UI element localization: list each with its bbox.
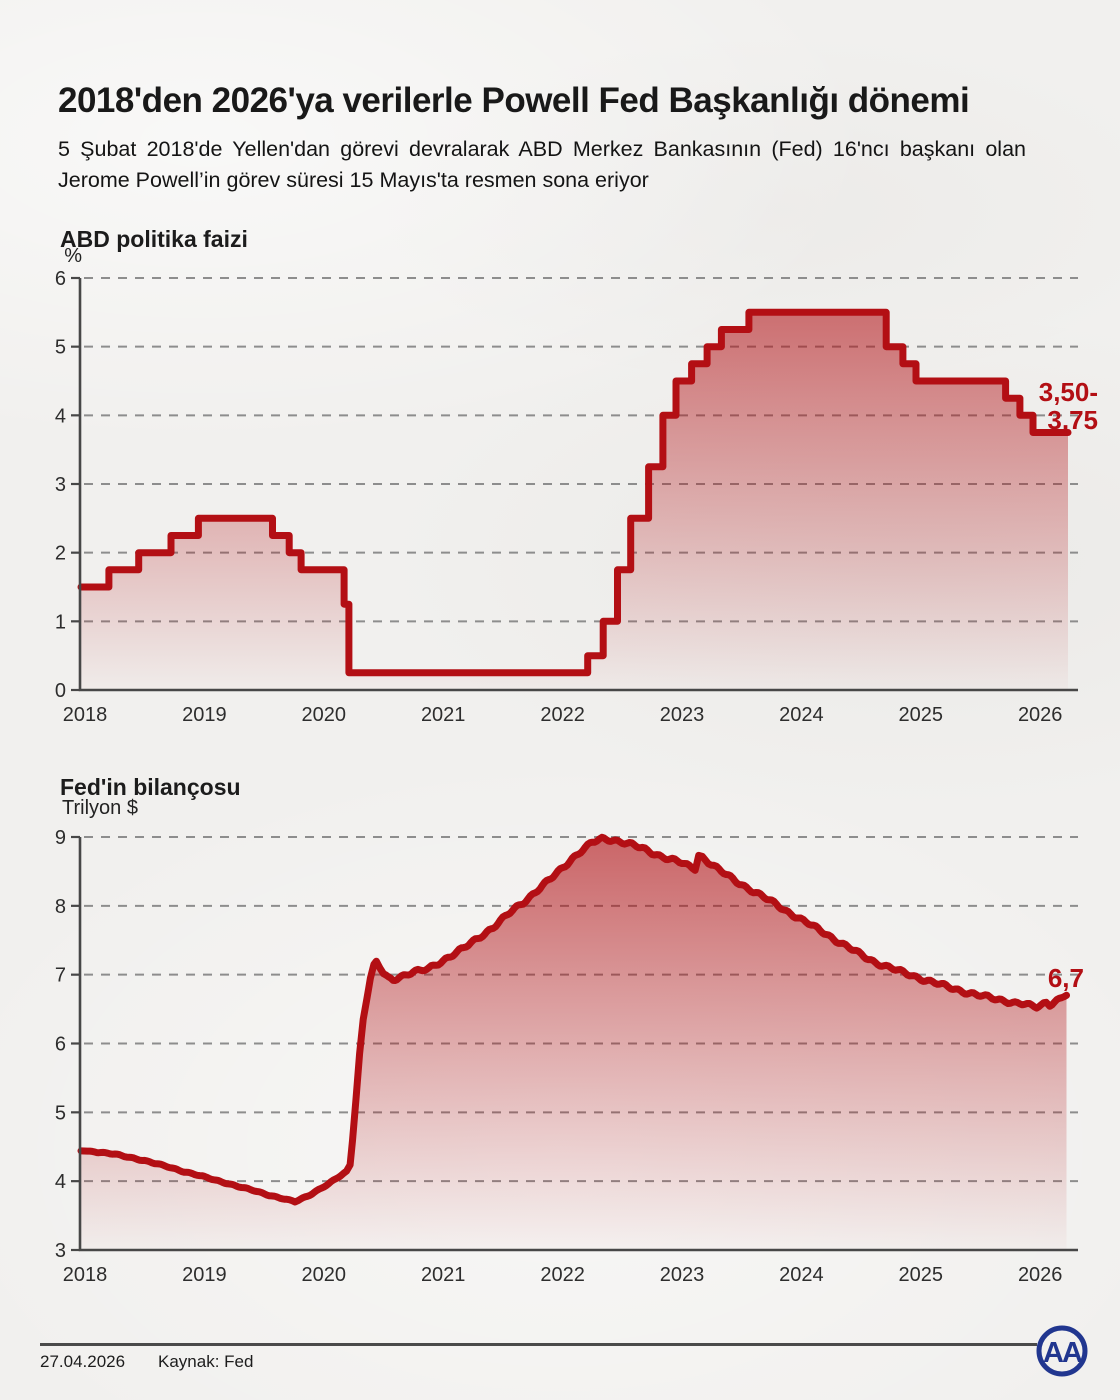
balance-sheet-heading: Fed'in bilançosu [60, 774, 241, 801]
svg-text:4: 4 [55, 1171, 66, 1193]
page-subtitle: 5 Şubat 2018'de Yellen'dan görevi devral… [58, 136, 1026, 192]
svg-text:2023: 2023 [660, 704, 705, 726]
svg-text:8: 8 [55, 896, 66, 918]
footer-source: Kaynak: Fed [158, 1352, 254, 1371]
series-area [81, 837, 1067, 1250]
series-area [81, 312, 1068, 690]
svg-text:2: 2 [55, 543, 66, 565]
svg-text:5: 5 [55, 1102, 66, 1124]
y-axis-ticks: 0 1 2 3 4 5 6 [55, 268, 80, 702]
x-axis-ticks: 2018 2019 2020 2021 2022 2023 2024 2025 2026 [63, 704, 1063, 726]
footer-date: 27.04.2026 [40, 1352, 126, 1371]
series-line [77, 308, 1072, 677]
end-value-label: 3,50-3,75 [1039, 377, 1098, 435]
end-value-label: 6,7 [1048, 963, 1084, 993]
svg-text:5: 5 [55, 337, 66, 359]
svg-text:3: 3 [55, 1240, 66, 1262]
svg-text:2020: 2020 [302, 1264, 347, 1286]
aa-logo-text: AA [1043, 1337, 1083, 1369]
svg-text:0: 0 [55, 680, 66, 702]
aa-logo: AA [1036, 1325, 1088, 1377]
page-title: 2018'den 2026'ya verilerle Powell Fed Ba… [58, 81, 970, 121]
svg-text:7: 7 [55, 965, 66, 987]
svg-text:2022: 2022 [540, 704, 585, 726]
svg-text:2024: 2024 [779, 1264, 824, 1286]
svg-text:2020: 2020 [302, 704, 347, 726]
series-line [77, 833, 1070, 1206]
svg-text:2022: 2022 [540, 1264, 585, 1286]
svg-text:2026: 2026 [1018, 1264, 1063, 1286]
gridlines [84, 277, 1078, 623]
svg-text:9: 9 [55, 827, 66, 849]
balance-sheet-unit-label: Trilyon $ [62, 797, 138, 819]
svg-text:2021: 2021 [421, 704, 466, 726]
svg-text:1: 1 [55, 611, 66, 633]
svg-text:2021: 2021 [421, 1264, 466, 1286]
svg-text:3: 3 [55, 474, 66, 496]
aa-logo-ring [1036, 1325, 1088, 1377]
svg-text:2019: 2019 [182, 704, 227, 726]
svg-text:4: 4 [55, 405, 66, 427]
svg-text:2024: 2024 [779, 704, 824, 726]
svg-text:2018: 2018 [63, 1264, 108, 1286]
y-axis-ticks: 3 4 5 6 7 8 9 [55, 827, 80, 1262]
svg-text:2018: 2018 [63, 704, 108, 726]
svg-text:2025: 2025 [899, 704, 944, 726]
svg-text:6: 6 [55, 1034, 66, 1056]
svg-text:2023: 2023 [660, 1264, 705, 1286]
x-axis-ticks: 2018 2019 2020 2021 2022 2023 2024 2025 2026 [63, 1264, 1063, 1286]
footer-divider [40, 1343, 1037, 1346]
policy-rate-unit-label: % [64, 245, 82, 267]
svg-text:2025: 2025 [899, 1264, 944, 1286]
svg-text:2019: 2019 [182, 1264, 227, 1286]
svg-text:2026: 2026 [1018, 704, 1063, 726]
policy-rate-heading: ABD politika faizi [60, 226, 248, 253]
svg-text:6: 6 [55, 268, 66, 290]
